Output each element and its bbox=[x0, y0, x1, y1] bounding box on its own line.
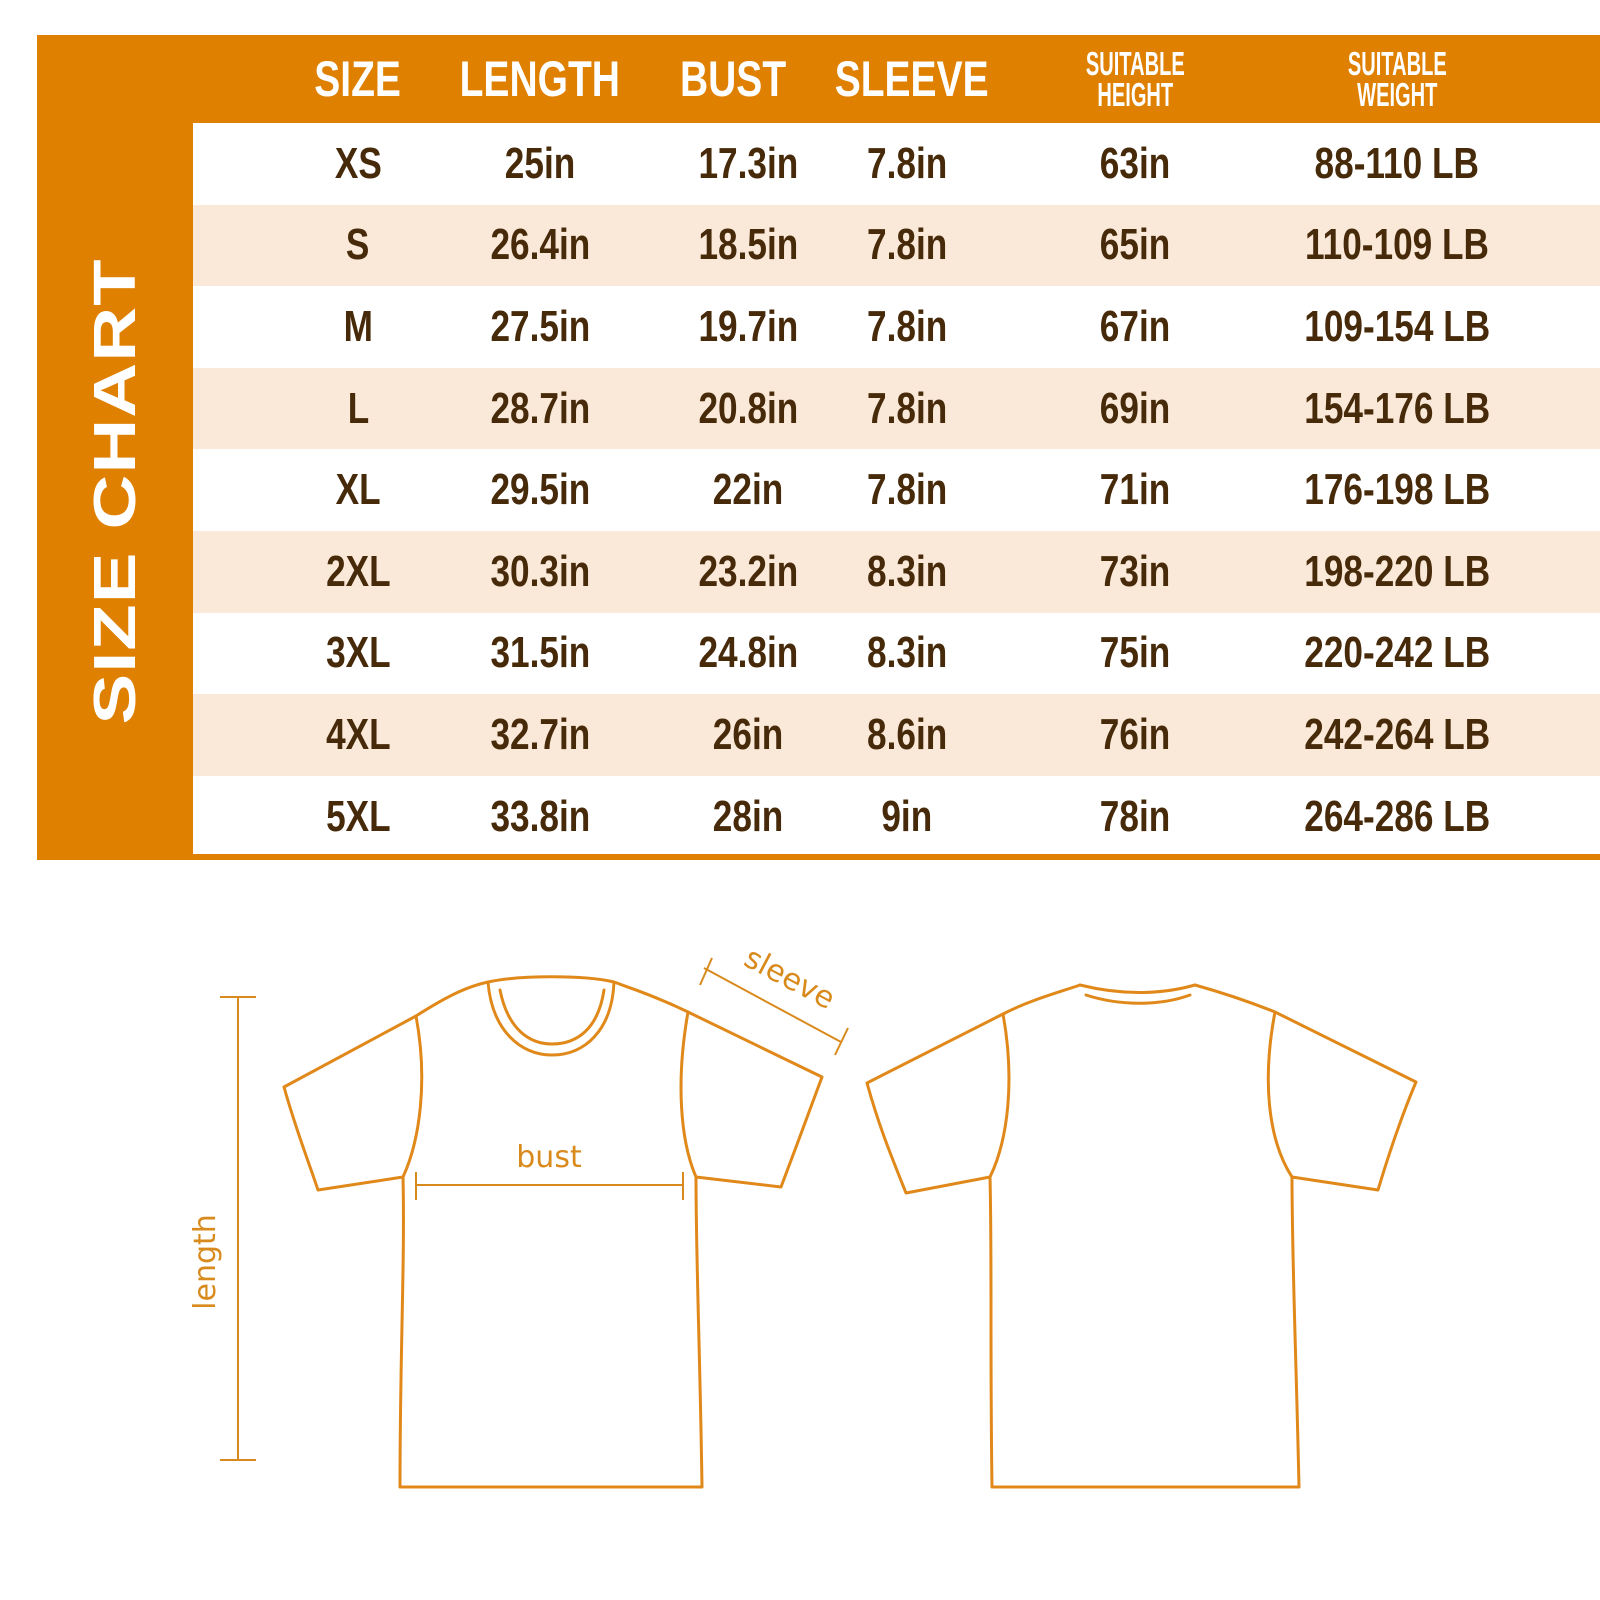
cell-size: 5XL bbox=[325, 791, 391, 841]
title-text: SIZE CHART bbox=[81, 258, 149, 725]
cell-weight: 242-264 LB bbox=[1304, 709, 1490, 759]
cell-size: M bbox=[343, 301, 373, 351]
cell-weight: 264-286 LB bbox=[1304, 791, 1490, 841]
cell-bust: 19.7in bbox=[698, 301, 798, 351]
back-right-seam bbox=[1266, 1010, 1294, 1179]
table-row: XL 29.5in 22in 7.8in 71in 176-198 LB bbox=[193, 449, 1600, 531]
cell-size: 2XL bbox=[325, 546, 391, 596]
cell-length: 33.8in bbox=[490, 791, 590, 841]
cell-weight: 220-242 LB bbox=[1304, 628, 1490, 678]
cell-bust: 24.8in bbox=[698, 628, 798, 678]
cell-sleeve: 8.6in bbox=[866, 709, 948, 759]
cell-height: 67in bbox=[1099, 301, 1171, 351]
cell-size: L bbox=[347, 383, 369, 433]
cell-sleeve: 9in bbox=[881, 791, 933, 841]
front-collar-outer bbox=[486, 975, 616, 1057]
size-chart-title: SIZE CHART bbox=[37, 123, 193, 860]
cell-bust: 20.8in bbox=[698, 383, 798, 433]
cell-weight: 176-198 LB bbox=[1304, 465, 1490, 515]
cell-height: 73in bbox=[1099, 546, 1171, 596]
front-right-seam bbox=[679, 1010, 698, 1179]
cell-length: 30.3in bbox=[490, 546, 590, 596]
table-row: 3XL 31.5in 24.8in 8.3in 75in 220-242 LB bbox=[193, 612, 1600, 695]
cell-height: 75in bbox=[1099, 628, 1171, 678]
header-bust: BUST bbox=[679, 51, 787, 107]
front-tshirt-outline bbox=[282, 980, 824, 1489]
cell-length: 29.5in bbox=[490, 465, 590, 515]
bust-label: bust bbox=[516, 1140, 582, 1175]
cell-height: 76in bbox=[1099, 709, 1171, 759]
table-row: 4XL 32.7in 26in 8.6in 76in 242-264 LB bbox=[193, 694, 1600, 776]
back-left-seam bbox=[988, 1012, 1011, 1179]
cell-size: S bbox=[346, 220, 370, 270]
cell-bust: 28in bbox=[712, 791, 784, 841]
cell-sleeve: 7.8in bbox=[866, 465, 948, 515]
cell-sleeve: 7.8in bbox=[866, 138, 948, 188]
cell-size: 4XL bbox=[325, 709, 391, 759]
header-size: SIZE bbox=[314, 51, 402, 107]
table-row: L 28.7in 20.8in 7.8in 69in 154-176 LB bbox=[193, 367, 1600, 450]
cell-bust: 23.2in bbox=[698, 546, 798, 596]
cell-height: 63in bbox=[1099, 138, 1171, 188]
header-length: LENGTH bbox=[459, 51, 621, 107]
header-suitable-height: SUITABLE HEIGHT bbox=[1085, 45, 1185, 113]
cell-height: 69in bbox=[1099, 383, 1171, 433]
header-suitable-weight: SUITABLE WEIGHT bbox=[1347, 45, 1447, 113]
cell-length: 31.5in bbox=[490, 628, 590, 678]
cell-length: 27.5in bbox=[490, 301, 590, 351]
front-left-seam bbox=[401, 1014, 424, 1179]
cell-size: 3XL bbox=[325, 628, 391, 678]
cell-size: XS bbox=[334, 138, 382, 188]
cell-bust: 26in bbox=[712, 709, 784, 759]
length-measure-line bbox=[220, 996, 256, 1461]
cell-length: 25in bbox=[504, 138, 576, 188]
tshirt-diagram: length bust sleeve bbox=[188, 940, 1418, 1489]
cell-sleeve: 7.8in bbox=[866, 301, 948, 351]
back-tshirt-outline bbox=[865, 983, 1418, 1489]
cell-sleeve: 7.8in bbox=[866, 383, 948, 433]
cell-length: 32.7in bbox=[490, 709, 590, 759]
table-body: XS 25in 17.3in 7.8in 63in 88-110 LB S 26.4in 18.… bbox=[193, 123, 1600, 858]
table-bottom-border bbox=[193, 854, 1600, 860]
cell-weight: 109-154 LB bbox=[1304, 301, 1490, 351]
table-row: 5XL 33.8in 28in 9in 78in 264-286 LB bbox=[193, 775, 1600, 858]
cell-weight: 154-176 LB bbox=[1304, 383, 1490, 433]
cell-length: 28.7in bbox=[490, 383, 590, 433]
cell-height: 71in bbox=[1099, 465, 1171, 515]
cell-weight: 110-109 LB bbox=[1305, 220, 1489, 270]
table-row: XS 25in 17.3in 7.8in 63in 88-110 LB bbox=[193, 123, 1600, 205]
cell-sleeve: 8.3in bbox=[866, 546, 948, 596]
cell-bust: 17.3in bbox=[698, 138, 798, 188]
cell-sleeve: 7.8in bbox=[866, 220, 948, 270]
cell-weight: 198-220 LB bbox=[1304, 546, 1490, 596]
size-chart-table: SIZE CHART SIZE LENGTH BUST SLEEVE SUITA… bbox=[37, 35, 1600, 860]
cell-length: 26.4in bbox=[490, 220, 590, 270]
cell-bust: 22in bbox=[712, 465, 784, 515]
table-row: S 26.4in 18.5in 7.8in 65in 110-109 LB bbox=[193, 204, 1600, 287]
bust-measure-line bbox=[415, 1172, 684, 1200]
cell-weight: 88-110 LB bbox=[1314, 138, 1480, 188]
cell-height: 65in bbox=[1099, 220, 1171, 270]
table-row: 2XL 30.3in 23.2in 8.3in 73in 198-220 LB bbox=[193, 530, 1600, 613]
cell-height: 78in bbox=[1099, 791, 1171, 841]
front-collar-inner bbox=[498, 988, 606, 1046]
sleeve-label: sleeve bbox=[738, 940, 840, 1016]
length-label: length bbox=[188, 1214, 223, 1310]
back-collar bbox=[1078, 983, 1197, 1005]
table-row: M 27.5in 19.7in 7.8in 67in 109-154 LB bbox=[193, 286, 1600, 368]
cell-bust: 18.5in bbox=[698, 220, 798, 270]
cell-size: XL bbox=[335, 465, 381, 515]
header-sleeve: SLEEVE bbox=[835, 51, 989, 107]
sleeve-measure-line bbox=[699, 957, 849, 1056]
cell-sleeve: 8.3in bbox=[866, 628, 948, 678]
